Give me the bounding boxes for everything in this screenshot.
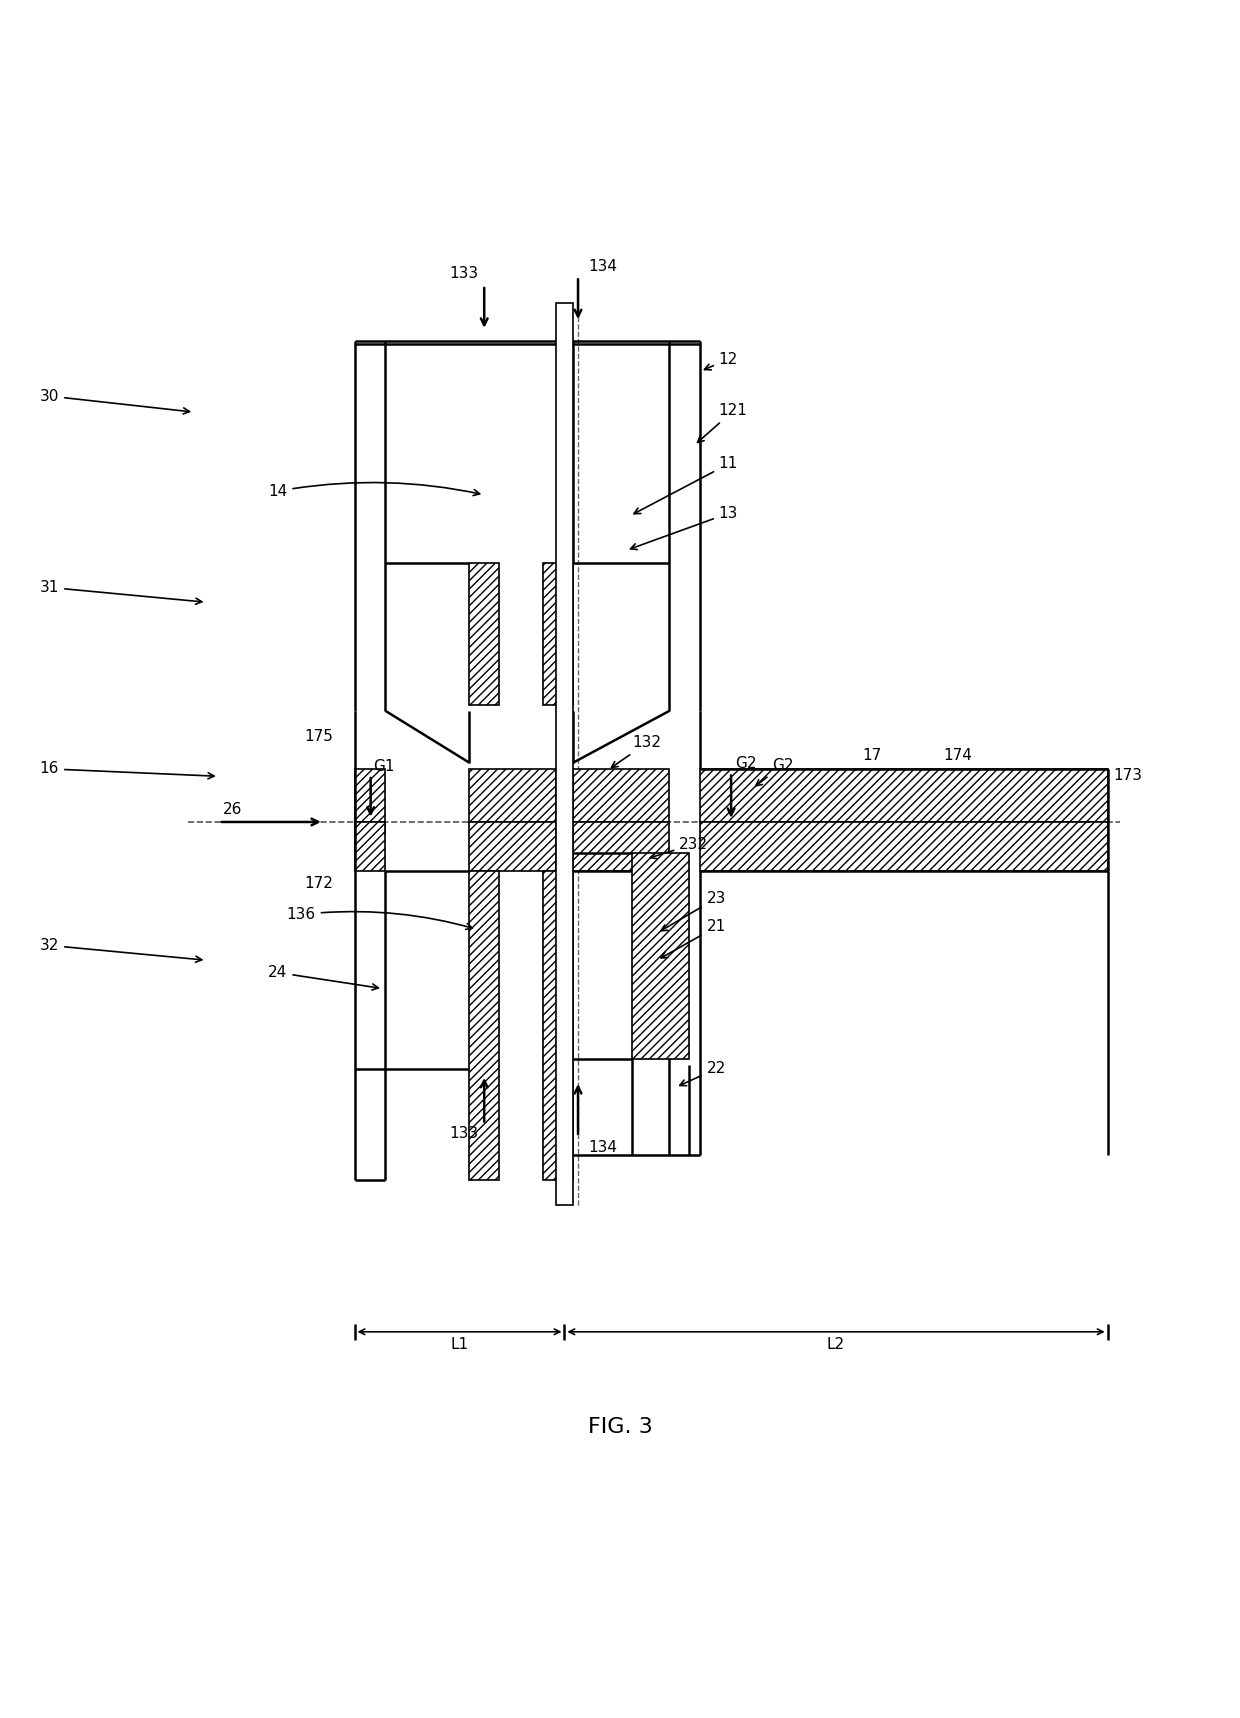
Text: FIG. 3: FIG. 3	[588, 1417, 652, 1436]
Text: 174: 174	[944, 747, 972, 763]
Bar	[573, 821, 670, 871]
Text: 16: 16	[40, 761, 215, 778]
Text: 22: 22	[680, 1062, 725, 1086]
Bar	[632, 852, 689, 1058]
Text: 21: 21	[661, 919, 725, 959]
Text: 133: 133	[449, 1125, 479, 1141]
Bar	[470, 564, 498, 704]
Bar	[355, 821, 386, 835]
Bar	[701, 770, 1107, 821]
Bar	[543, 564, 573, 704]
Text: 11: 11	[634, 457, 738, 514]
Text: 13: 13	[630, 505, 738, 550]
Text: 26: 26	[222, 802, 242, 818]
Text: 175: 175	[305, 728, 334, 744]
Text: 134: 134	[588, 1141, 618, 1156]
Text: 232: 232	[650, 837, 708, 859]
Text: 30: 30	[40, 388, 190, 414]
Text: 133: 133	[449, 266, 479, 282]
Bar	[573, 770, 670, 821]
Text: 32: 32	[40, 938, 202, 962]
Bar	[470, 770, 556, 821]
Text: 24: 24	[268, 966, 378, 990]
Text: 17: 17	[862, 747, 882, 763]
Text: G1: G1	[373, 759, 394, 773]
Text: 121: 121	[698, 404, 748, 443]
Bar	[470, 871, 498, 1180]
Bar	[701, 821, 1107, 871]
Text: 14: 14	[268, 483, 480, 498]
Text: L1: L1	[450, 1337, 469, 1352]
Text: G2: G2	[755, 758, 794, 785]
Bar	[470, 821, 556, 871]
Text: 173: 173	[1114, 768, 1143, 783]
Text: 31: 31	[40, 581, 202, 605]
Bar	[355, 770, 386, 821]
Bar	[556, 304, 573, 1204]
Text: 136: 136	[286, 907, 472, 929]
Text: 172: 172	[305, 876, 334, 892]
Bar	[543, 871, 573, 1180]
Text: L2: L2	[827, 1337, 846, 1352]
Text: 132: 132	[611, 735, 661, 768]
Text: G2: G2	[735, 756, 756, 771]
Text: 23: 23	[661, 892, 725, 931]
Text: 134: 134	[588, 259, 618, 273]
Text: 12: 12	[704, 352, 738, 369]
Bar	[355, 821, 386, 871]
